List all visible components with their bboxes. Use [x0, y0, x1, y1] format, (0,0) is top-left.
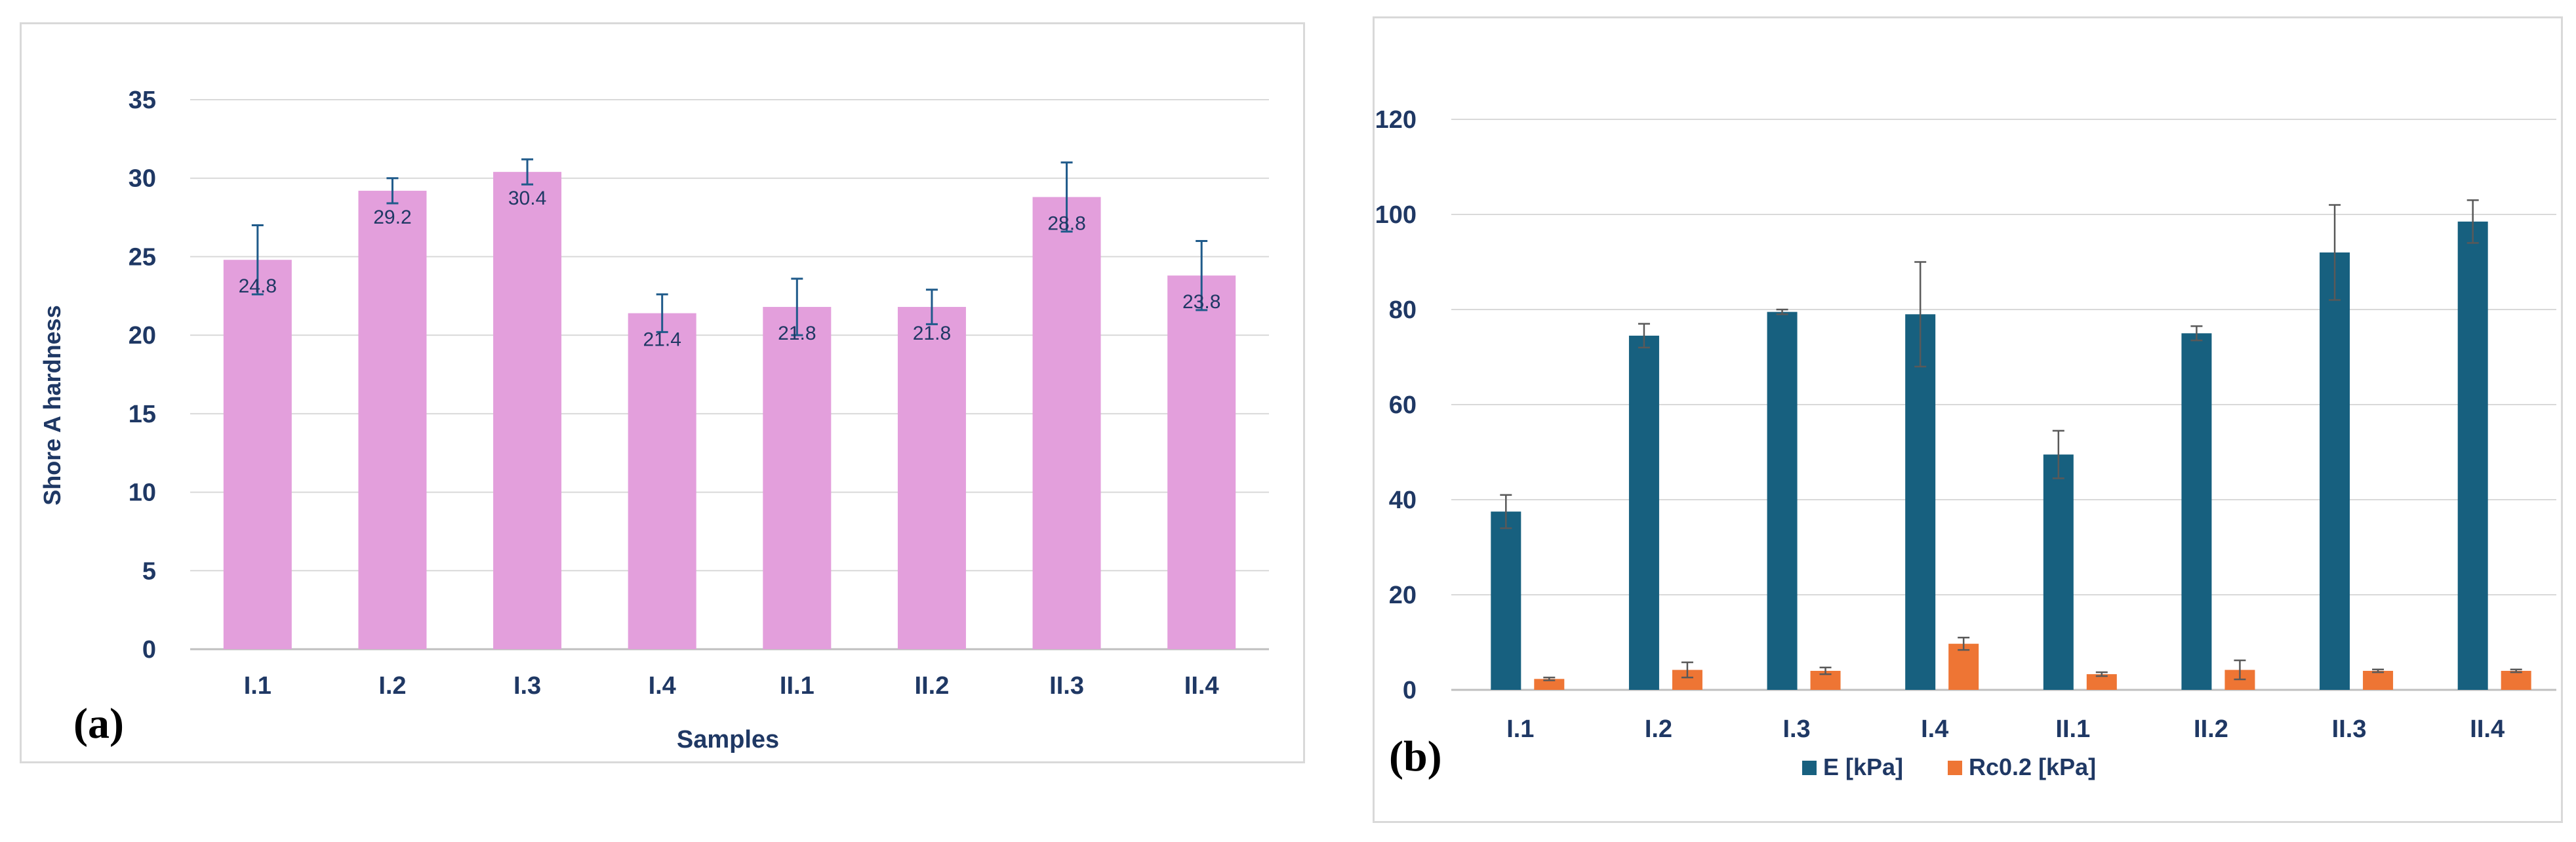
bar-e-I.2	[1628, 335, 1659, 690]
legend-label-e: E [kPa]	[1823, 753, 1903, 780]
bar-I.3	[493, 172, 562, 649]
data-label-I.1: 24.8	[239, 275, 277, 297]
x-tick-label: II.3	[2332, 715, 2367, 743]
x-tick-label: I.4	[649, 672, 676, 700]
y-tick-label: 60	[1389, 391, 1417, 419]
bar-e-I.1	[1491, 511, 1521, 690]
bar-I.4	[628, 313, 696, 649]
data-label-I.3: 30.4	[508, 188, 546, 209]
y-tick-label: 120	[1375, 106, 1417, 134]
bar-e-II.3	[2320, 252, 2350, 690]
data-label-I.2: 29.2	[373, 207, 411, 228]
bar-rc-I.1	[1534, 679, 1565, 690]
x-tick-label: I.1	[1506, 715, 1534, 743]
data-label-II.2: 21.8	[913, 323, 951, 344]
x-tick-label: II.3	[1049, 672, 1084, 700]
x-tick-label: I.1	[244, 672, 272, 700]
y-tick-labels: 0 5 10 15 20 25 30 35	[129, 87, 156, 664]
x-tick-label: I.4	[1921, 715, 1948, 743]
y-tick-label: 35	[129, 87, 156, 114]
bar-rc-II.4	[2501, 671, 2531, 690]
x-tick-labels: I.1 I.2 I.3 I.4 II.1 II.2 II.3 II.4	[1506, 715, 2505, 743]
y-tick-label: 15	[129, 401, 156, 428]
y-tick-label: 100	[1375, 201, 1417, 229]
x-tick-label: I.3	[513, 672, 541, 700]
x-axis-title: Samples	[677, 726, 779, 753]
bar-II.4	[1167, 275, 1236, 649]
x-tick-label: II.4	[1184, 672, 1219, 700]
x-tick-label: II.2	[2194, 715, 2228, 743]
x-tick-label: II.2	[915, 672, 950, 700]
bar-I.2	[358, 190, 427, 650]
legend-swatch-rc	[1948, 761, 1962, 775]
panel-label-a: (a)	[73, 700, 124, 748]
x-tick-label: I.2	[378, 672, 406, 700]
y-tick-labels: 0 20 40 60 80 100 120	[1375, 106, 1417, 704]
grid-lines	[1451, 119, 2556, 691]
legend-swatch-e	[1802, 761, 1817, 775]
bar-I.1	[223, 260, 292, 649]
bar-rc-II.1	[2086, 674, 2117, 690]
x-tick-label: I.3	[1782, 715, 1810, 743]
y-tick-label: 20	[1389, 582, 1417, 609]
x-tick-label: II.1	[2055, 715, 2090, 743]
data-label-II.3: 28.8	[1047, 212, 1085, 234]
y-tick-label: 10	[129, 479, 156, 507]
bar-e-I.4	[1905, 314, 1936, 690]
shore-hardness-chart: 24.8 29.2 30.4 21.4 21.8 21.8 28.8 23.8 0 5 10 15 2…	[39, 87, 1269, 753]
bar-II.1	[763, 307, 832, 649]
y-tick-label: 5	[142, 557, 156, 585]
y-tick-label: 30	[129, 165, 156, 193]
y-tick-label: 0	[1403, 677, 1417, 704]
y-tick-label: 25	[129, 243, 156, 271]
grid-lines	[190, 99, 1269, 651]
legend-label-rc: Rc0.2 [kPa]	[1969, 753, 2096, 780]
data-labels: 24.8 29.2 30.4 21.4 21.8 21.8 28.8 23.8	[239, 188, 1221, 350]
x-tick-labels: I.1 I.2 I.3 I.4 II.1 II.2 II.3 II.4	[244, 672, 1219, 700]
data-label-II.1: 21.8	[778, 323, 816, 344]
bars	[223, 172, 1236, 650]
y-tick-label: 80	[1389, 296, 1417, 324]
bar-rc-II.3	[2363, 671, 2394, 690]
error-bars	[251, 158, 1208, 336]
bar-II.2	[897, 307, 966, 649]
legend: E [kPa] Rc0.2 [kPa]	[1802, 753, 2096, 780]
y-tick-label: 20	[129, 322, 156, 350]
bar-e-II.4	[2457, 221, 2488, 690]
y-axis-title: Shore A hardness	[39, 305, 66, 505]
data-label-II.4: 23.8	[1182, 291, 1220, 313]
modulus-strength-chart: 0 20 40 60 80 100 120 I.1 I.2 I.3 I.4 II.1 II.2 II.3…	[1375, 106, 2556, 780]
bar-e-II.2	[2181, 333, 2212, 690]
bar-e-II.1	[2043, 454, 2074, 690]
bar-rc-I.4	[1948, 643, 1979, 690]
bar-e-I.3	[1767, 311, 1798, 690]
bar-II.3	[1032, 197, 1101, 650]
y-tick-label: 40	[1389, 487, 1417, 514]
y-tick-label: 0	[142, 636, 156, 664]
x-tick-label: I.2	[1645, 715, 1672, 743]
panel-label-b: (b)	[1389, 732, 1442, 780]
x-tick-label: II.4	[2470, 715, 2505, 743]
x-tick-label: II.1	[780, 672, 815, 700]
bars	[1491, 221, 2531, 690]
data-label-I.4: 21.4	[643, 329, 681, 351]
error-bars	[1500, 199, 2522, 681]
